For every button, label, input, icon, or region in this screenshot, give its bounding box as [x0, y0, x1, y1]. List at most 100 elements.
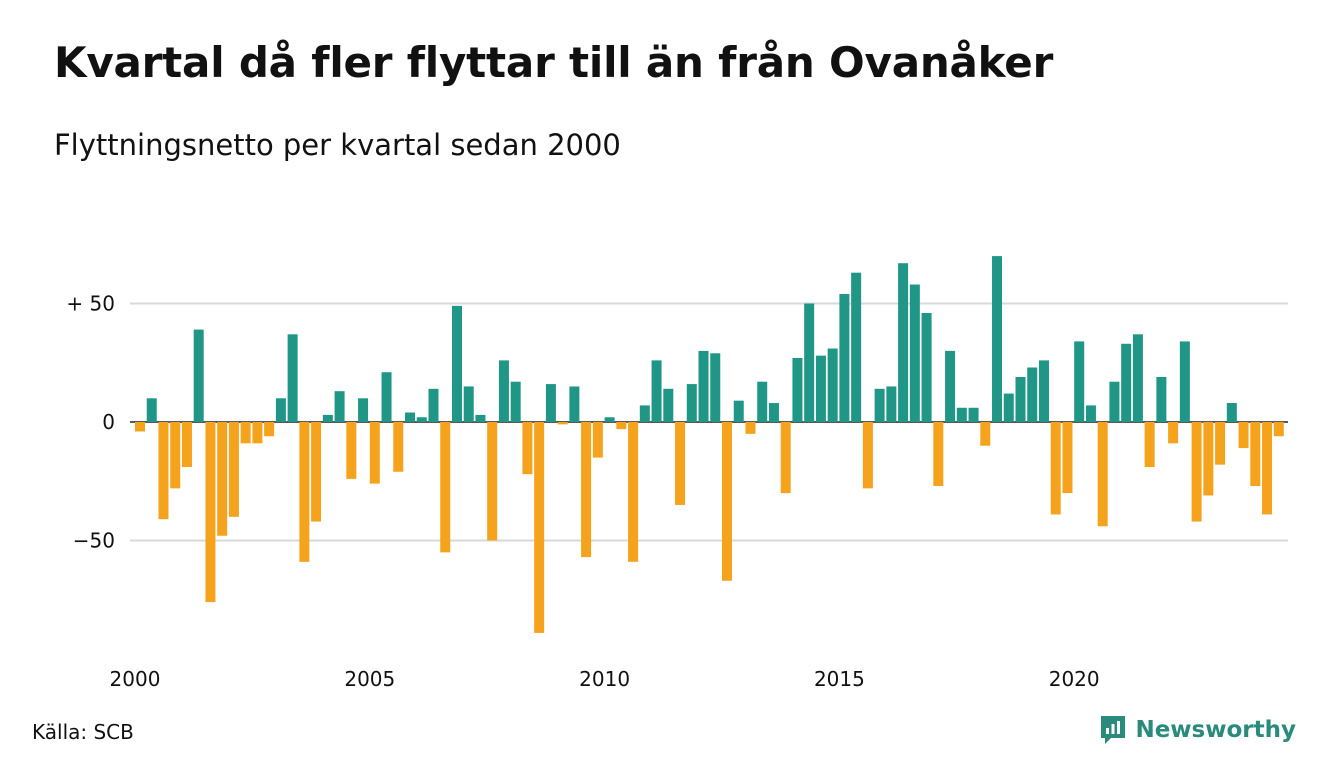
bar-negative [228, 422, 239, 517]
bar-negative [745, 422, 756, 434]
bar-positive [193, 329, 204, 422]
bar-negative [240, 422, 251, 444]
source-note: Källa: SCB [32, 720, 134, 744]
bar-positive [287, 334, 298, 422]
bar-positive [569, 386, 580, 422]
bar-positive [992, 256, 1003, 422]
bar-negative [862, 422, 873, 489]
bar-negative [722, 422, 732, 581]
bar-positive [1015, 376, 1026, 422]
bar-negative [205, 422, 216, 603]
bar-negative [252, 422, 263, 444]
bar-positive [815, 355, 826, 422]
bar-negative [1144, 422, 1155, 468]
bar-positive [945, 350, 956, 422]
bar-positive [956, 407, 967, 422]
bar-negative [933, 422, 944, 486]
bar-negative [264, 422, 275, 437]
bar-positive [968, 407, 979, 422]
bar-positive [463, 386, 474, 422]
bar-negative [1203, 422, 1214, 496]
bar-negative [980, 422, 991, 446]
newsworthy-logo-icon [1101, 716, 1126, 744]
y-tick-label: 0 [102, 410, 115, 434]
bar-positive [381, 372, 392, 422]
bar-negative [135, 422, 145, 432]
chart-subtitle: Flyttningsnetto per kvartal sedan 2000 [54, 128, 621, 162]
bar-negative [487, 422, 498, 541]
bar-positive [451, 305, 462, 422]
bar-negative [1250, 422, 1261, 486]
axis-labels-layer: + 50 0 −50 2000 2005 2010 2015 2020 [66, 292, 1099, 692]
bar-positive [146, 398, 157, 422]
bar-negative [1215, 422, 1226, 465]
bar-positive [663, 388, 674, 422]
bar-positive [1156, 376, 1167, 422]
bar-negative [628, 422, 639, 562]
x-tick-label: 2000 [110, 667, 161, 691]
bar-positive [358, 398, 369, 422]
bar-positive [710, 353, 721, 422]
bar-positive [768, 403, 779, 422]
bar-positive [651, 360, 662, 422]
bar-positive [827, 348, 838, 422]
bar-negative [170, 422, 181, 489]
x-tick-label: 2005 [344, 667, 395, 691]
bar-positive [1027, 367, 1038, 422]
bar-positive [839, 294, 850, 422]
bar-negative [1062, 422, 1073, 494]
bar-negative [1050, 422, 1061, 515]
bar-positive [604, 417, 615, 422]
bar-negative [393, 422, 404, 472]
bar-negative [592, 422, 603, 458]
bar-positive [475, 414, 486, 422]
bar-positive [851, 272, 862, 422]
bar-negative [1262, 422, 1273, 515]
bar-positive [909, 284, 920, 422]
bar-negative [369, 422, 380, 484]
bar-positive [1109, 381, 1120, 422]
bar-negative [181, 422, 192, 468]
bar-positive [1085, 405, 1096, 422]
brand-logo: Newsworthy [1099, 714, 1296, 746]
bar-positive [1121, 343, 1132, 422]
bar-negative [440, 422, 451, 553]
bar-positive [804, 303, 815, 422]
x-tick-label: 2020 [1049, 667, 1100, 691]
bar-positive [733, 400, 744, 422]
bar-positive [334, 391, 345, 422]
bar-negative [1238, 422, 1249, 449]
bar-positive [639, 405, 650, 422]
bar-negative [311, 422, 322, 522]
bar-positive [405, 412, 416, 422]
bar-positive [510, 381, 521, 422]
bar-negative [158, 422, 169, 520]
bar-positive [498, 360, 509, 422]
y-tick-label: + 50 [66, 292, 115, 316]
bar-positive [1074, 341, 1085, 422]
x-tick-label: 2010 [579, 667, 630, 691]
bar-positive [322, 414, 333, 422]
bar-negative [780, 422, 791, 494]
bar-positive [792, 358, 803, 422]
bar-negative [1273, 422, 1284, 437]
bar-negative [346, 422, 357, 479]
bar-positive [686, 384, 697, 422]
bar-positive [698, 350, 709, 422]
bar-positive [428, 388, 439, 422]
bar-negative [1097, 422, 1108, 527]
chart-title: Kvartal då fler flyttar till än från Ova… [54, 38, 1054, 87]
bar-positive [1179, 341, 1190, 422]
x-tick-label: 2015 [814, 667, 865, 691]
bar-positive [275, 398, 286, 422]
y-tick-label: −50 [73, 529, 115, 553]
bar-negative [557, 422, 568, 425]
bar-positive [898, 263, 909, 422]
bar-positive [1132, 334, 1143, 422]
bar-positive [1003, 393, 1014, 422]
bar-positive [874, 388, 885, 422]
bar-negative [299, 422, 310, 562]
bar-negative [522, 422, 533, 475]
bar-negative [675, 422, 686, 505]
